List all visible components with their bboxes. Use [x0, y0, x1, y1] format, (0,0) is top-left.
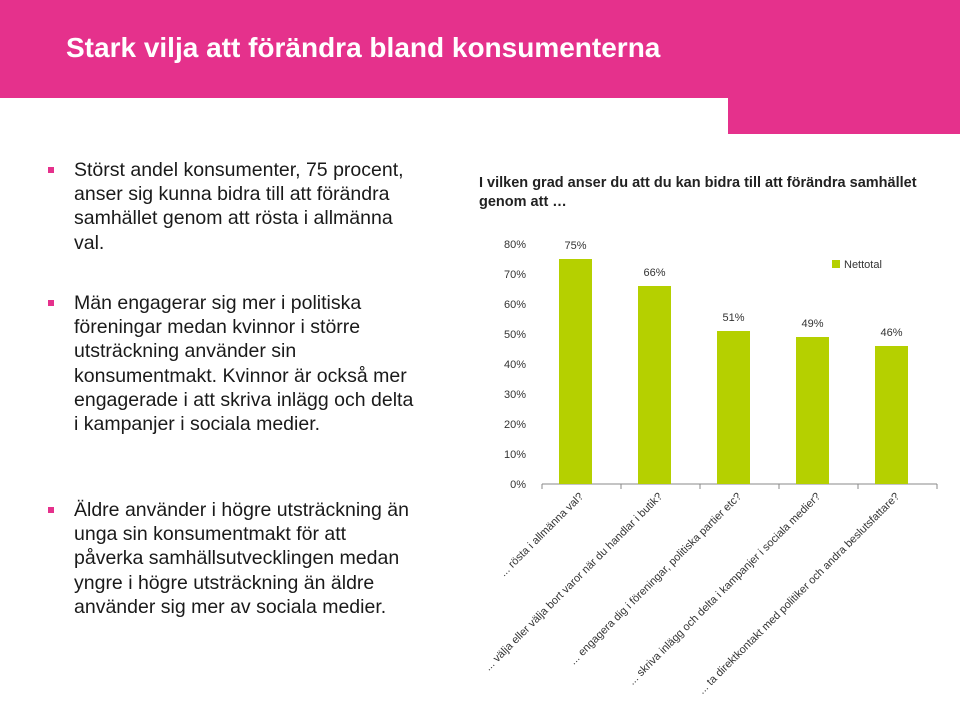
y-tick-label: 70% — [504, 269, 526, 281]
bullet-marker — [48, 300, 54, 306]
bullet-text: Män engagerar sig mer i politiska föreni… — [74, 292, 414, 436]
bar — [638, 286, 671, 484]
y-tick-label: 60% — [504, 299, 526, 311]
y-tick-label: 20% — [504, 419, 526, 431]
y-tick-label: 0% — [510, 479, 526, 491]
header-accent — [728, 98, 960, 134]
header-bar — [0, 0, 960, 98]
data-label: 46% — [880, 327, 902, 339]
bullet-marker — [48, 507, 54, 513]
x-tick-label: ... skriva inlägg och delta i kampanjer … — [626, 491, 823, 688]
y-tick-label: 50% — [504, 329, 526, 341]
x-tick-label: ... rösta i allmänna val? — [498, 491, 586, 579]
data-label: 49% — [801, 318, 823, 330]
bullet-text: Störst andel konsumenter, 75 procent, an… — [74, 159, 404, 254]
y-tick-label: 80% — [504, 239, 526, 251]
data-label: 75% — [564, 240, 586, 252]
bar — [717, 331, 750, 484]
bar — [559, 259, 592, 484]
data-label: 51% — [722, 312, 744, 324]
legend-swatch — [832, 260, 840, 268]
y-tick-label: 10% — [504, 449, 526, 461]
data-label: 66% — [643, 267, 665, 279]
bar — [875, 346, 908, 484]
y-tick-label: 30% — [504, 389, 526, 401]
x-tick-label: ... engagera dig i föreningar, politiska… — [567, 491, 744, 668]
slide-title: Stark vilja att förändra bland konsument… — [66, 32, 661, 63]
x-tick-label: ... välja eller välja bort varor när du … — [482, 491, 665, 674]
legend-label: Nettotal — [844, 259, 882, 271]
bullet-text: Äldre använder i högre utsträckning än u… — [74, 499, 409, 618]
y-tick-label: 40% — [504, 359, 526, 371]
bar — [796, 337, 829, 484]
bullet-marker — [48, 167, 54, 173]
chart-title: I vilken grad anser du att du kan bidra … — [479, 175, 917, 210]
